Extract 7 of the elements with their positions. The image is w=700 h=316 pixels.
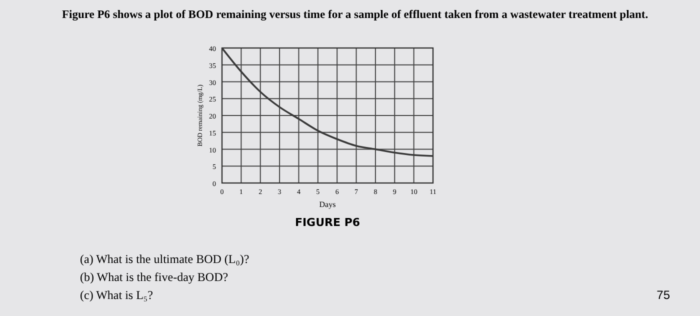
text: (c) What is L₅? (80, 288, 153, 302)
chart-title: Figure P6 shows a plot of BOD remaining versus time for a sample of effluent taken from a wastewater treatment plant. (62, 9, 648, 21)
text: 75 (656, 288, 670, 302)
caption: FIGURE P6 (294, 216, 360, 229)
text: (a) What is the ultimate BOD (L₀)? (80, 252, 250, 266)
text: (b) What is the five-day BOD? (80, 270, 228, 284)
x-axis-title: Days (319, 200, 336, 209)
